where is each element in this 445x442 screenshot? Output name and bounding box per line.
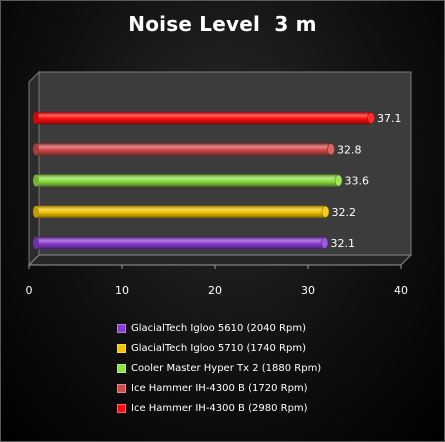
bar-start-cap — [33, 143, 39, 156]
legend-label: GlacialTech Igloo 5710 (1740 Rpm) — [131, 342, 306, 354]
bar-data-label: 33.6 — [344, 175, 369, 188]
x-tick-label: 20 — [208, 284, 222, 297]
bar-data-label: 32.1 — [331, 237, 356, 250]
x-tick-label: 0 — [26, 284, 33, 297]
bar-end-cap — [321, 205, 330, 218]
bar-start-cap — [33, 112, 39, 124]
bar-data-label: 37.1 — [377, 112, 402, 125]
legend-label: Ice Hammer IH-4300 B (2980 Rpm) — [131, 402, 308, 414]
legend-swatch — [117, 363, 126, 373]
plot-left-wall — [28, 70, 40, 267]
bar — [33, 111, 375, 125]
legend-item: Cooler Master Hyper Tx 2 (1880 Rpm) — [117, 358, 321, 378]
bar — [33, 174, 342, 187]
legend-item: Ice Hammer IH-4300 B (1720 Rpm) — [117, 378, 321, 398]
bar-end-cap — [334, 174, 343, 187]
bar-end-cap — [320, 237, 329, 249]
chart-legend: GlacialTech Igloo 5610 (2040 Rpm) Glacial… — [117, 318, 321, 418]
bar — [33, 142, 335, 156]
bar — [33, 236, 328, 250]
legend-label: GlacialTech Igloo 5610 (2040 Rpm) — [131, 322, 306, 334]
chart-title: Noise Level 3 m — [128, 12, 317, 36]
bar-start-cap — [33, 237, 39, 249]
plot-floor — [27, 254, 413, 266]
legend-item: GlacialTech Igloo 5710 (1740 Rpm) — [117, 338, 321, 358]
bar-end-cap — [367, 112, 375, 124]
bar-start-cap — [33, 174, 39, 187]
x-tick-label: 40 — [394, 284, 408, 297]
bar-end-cap — [327, 143, 335, 156]
bar-data-label: 32.2 — [331, 206, 356, 219]
legend-swatch — [117, 383, 126, 393]
legend-swatch — [117, 343, 126, 353]
bar — [33, 205, 329, 219]
legend-swatch — [117, 403, 126, 413]
bar-data-label: 32.8 — [337, 143, 362, 156]
legend-swatch — [117, 323, 126, 333]
x-tick-label: 30 — [301, 284, 315, 297]
legend-item: Ice Hammer IH-4300 B (2980 Rpm) — [117, 398, 321, 418]
legend-label: Cooler Master Hyper Tx 2 (1880 Rpm) — [131, 362, 322, 374]
legend-label: Ice Hammer IH-4300 B (1720 Rpm) — [131, 382, 308, 394]
bar-start-cap — [33, 205, 39, 218]
plot-back-wall — [38, 71, 412, 256]
legend-item: GlacialTech Igloo 5610 (2040 Rpm) — [117, 318, 321, 338]
x-tick-label: 10 — [115, 284, 129, 297]
